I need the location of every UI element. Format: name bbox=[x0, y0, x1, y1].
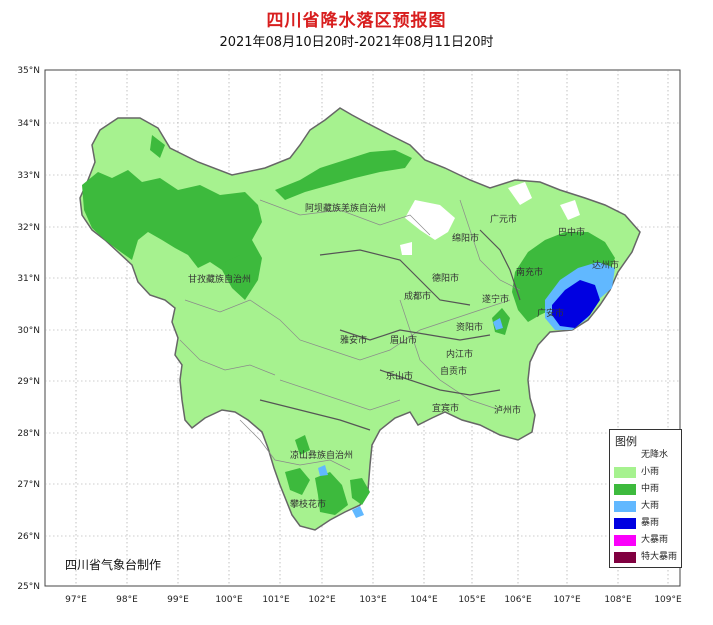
region-label-mianyang: 绵阳市 bbox=[452, 232, 479, 244]
lat-label: 31°N bbox=[17, 274, 40, 284]
region-label-panzhihua: 攀枝花市 bbox=[290, 498, 326, 510]
moderate-rain-areas bbox=[82, 135, 615, 515]
legend-title: 图例 bbox=[615, 435, 637, 448]
heavy-rain-spot-south bbox=[352, 506, 364, 518]
lon-label: 100°E bbox=[215, 595, 243, 605]
legend-label: 中雨 bbox=[641, 484, 660, 494]
region-label-leshan: 乐山市 bbox=[386, 370, 413, 382]
lon-label: 102°E bbox=[308, 595, 336, 605]
region-label-guangyuan: 广元市 bbox=[490, 213, 517, 225]
region-label-ziyang: 资阳市 bbox=[456, 321, 483, 333]
latitude-labels: 35°N 34°N 33°N 32°N 31°N 30°N 29°N 28°N … bbox=[17, 66, 40, 592]
legend-item-heavy-rain: 大雨 bbox=[614, 501, 678, 513]
region-label-deyang: 德阳市 bbox=[432, 272, 459, 284]
legend-swatch bbox=[614, 518, 636, 529]
legend-item-heavy-rainstorm: 大暴雨 bbox=[614, 535, 678, 547]
region-label-liangshan: 凉山彝族自治州 bbox=[290, 449, 353, 461]
lon-label: 103°E bbox=[359, 595, 387, 605]
legend-swatch bbox=[614, 450, 636, 461]
region-label-chengdu: 成都市 bbox=[404, 290, 431, 302]
legend-label: 无降水 bbox=[641, 450, 669, 460]
region-label-meishan: 眉山市 bbox=[390, 334, 417, 346]
legend-item-moderate-rain: 中雨 bbox=[614, 484, 678, 496]
legend-swatch bbox=[614, 484, 636, 495]
lat-label: 34°N bbox=[17, 119, 40, 129]
lon-label: 107°E bbox=[553, 595, 581, 605]
region-label-guangan: 广安市 bbox=[537, 307, 564, 319]
region-label-zigong: 自贡市 bbox=[440, 365, 467, 377]
heavy-rain-spot-mid bbox=[318, 465, 328, 476]
no-rain-areas bbox=[400, 182, 580, 255]
region-label-yaan: 雅安市 bbox=[340, 334, 367, 346]
lat-label: 30°N bbox=[17, 326, 40, 336]
region-label-neijiang: 内江市 bbox=[446, 348, 473, 360]
district-boundaries bbox=[179, 199, 521, 471]
issuer-credit: 四川省气象台制作 bbox=[65, 558, 162, 572]
legend-swatch bbox=[614, 552, 636, 563]
lon-label: 105°E bbox=[458, 595, 486, 605]
legend-label: 大暴雨 bbox=[641, 535, 669, 545]
lon-label: 98°E bbox=[116, 595, 138, 605]
region-label-ganzi: 甘孜藏族自治州 bbox=[188, 273, 251, 285]
lat-label: 27°N bbox=[17, 480, 40, 490]
legend-swatch bbox=[614, 467, 636, 478]
legend-swatch bbox=[614, 501, 636, 512]
lon-label: 108°E bbox=[604, 595, 632, 605]
city-boundaries bbox=[259, 229, 521, 431]
lat-label: 35°N bbox=[17, 66, 40, 76]
legend-item-no-rain: 无降水 bbox=[614, 450, 678, 462]
region-label-luzhou: 泸州市 bbox=[494, 404, 521, 416]
rainstorm-area bbox=[552, 280, 600, 328]
region-labels: 阿坝藏族羌族自治州 甘孜藏族自治州 广元市 巴中市 绵阳市 达州市 南充市 德阳… bbox=[188, 202, 619, 510]
lon-label: 97°E bbox=[65, 595, 87, 605]
lat-label: 26°N bbox=[17, 532, 40, 542]
map-subtitle: 2021年08月10日20时-2021年08月11日20时 bbox=[219, 35, 494, 50]
map-title: 四川省降水落区预报图 bbox=[266, 11, 447, 31]
lat-label: 29°N bbox=[17, 377, 40, 387]
region-label-dazhou: 达州市 bbox=[592, 259, 619, 271]
lat-label: 25°N bbox=[17, 582, 40, 592]
lon-label: 106°E bbox=[504, 595, 532, 605]
legend-item-extreme-rainstorm: 特大暴雨 bbox=[614, 552, 678, 564]
region-label-aba: 阿坝藏族羌族自治州 bbox=[305, 202, 386, 214]
lon-label: 101°E bbox=[262, 595, 290, 605]
lon-label: 99°E bbox=[167, 595, 189, 605]
lat-label: 33°N bbox=[17, 171, 40, 181]
legend-label: 大雨 bbox=[641, 501, 660, 511]
legend-item-light-rain: 小雨 bbox=[614, 467, 678, 479]
legend: 图例 无降水 小雨 中雨 大雨 暴雨 大暴雨 特大暴雨 bbox=[609, 429, 682, 568]
lat-label: 28°N bbox=[17, 429, 40, 439]
region-label-suining: 遂宁市 bbox=[482, 293, 509, 305]
legend-item-rainstorm: 暴雨 bbox=[614, 518, 678, 530]
legend-label: 暴雨 bbox=[641, 518, 660, 528]
lat-label: 32°N bbox=[17, 223, 40, 233]
legend-swatch bbox=[614, 535, 636, 546]
longitude-labels: 97°E 98°E 99°E 100°E 101°E 102°E 103°E 1… bbox=[65, 595, 682, 605]
legend-label: 小雨 bbox=[641, 467, 660, 477]
region-label-bazhong: 巴中市 bbox=[558, 226, 585, 238]
region-label-nanchong: 南充市 bbox=[516, 266, 543, 278]
heavy-rain-spot-west bbox=[493, 318, 503, 330]
map-frame bbox=[44, 69, 681, 587]
region-label-yibin: 宜宾市 bbox=[432, 402, 459, 414]
lon-label: 109°E bbox=[654, 595, 682, 605]
legend-label: 特大暴雨 bbox=[641, 552, 678, 562]
lon-label: 104°E bbox=[410, 595, 438, 605]
